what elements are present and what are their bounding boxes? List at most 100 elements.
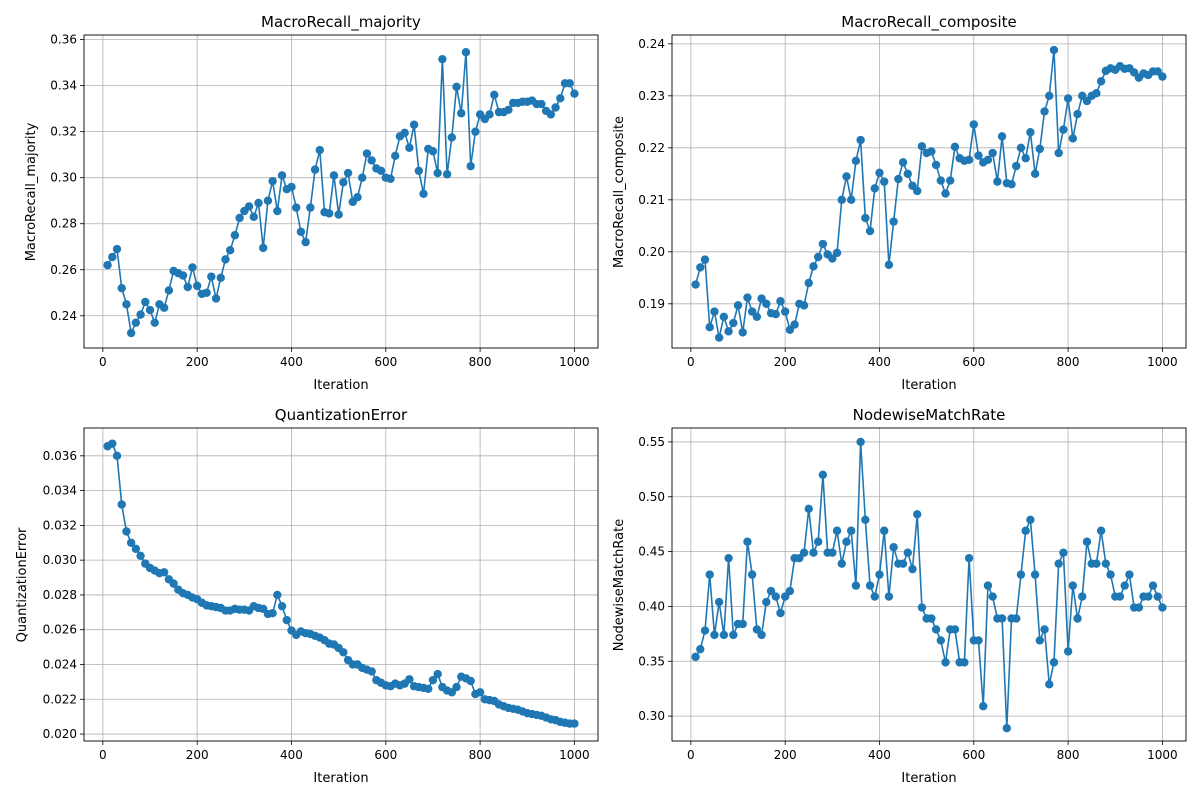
data-point (799, 301, 809, 310)
data-point (729, 318, 738, 328)
data-point (795, 553, 804, 563)
data-point (277, 171, 287, 180)
data-point (700, 626, 710, 635)
data-point (898, 158, 908, 167)
data-point (969, 120, 978, 129)
x-tick-label: 800 (469, 355, 492, 369)
data-point (1016, 570, 1026, 579)
data-point (1030, 570, 1040, 579)
data-point (813, 537, 823, 546)
data-point (188, 263, 197, 272)
data-point (1054, 559, 1063, 568)
data-point (889, 543, 898, 552)
data-point (719, 312, 729, 322)
data-point (405, 143, 414, 152)
axes-frame (671, 427, 1187, 742)
data-point (865, 581, 875, 590)
data-point (691, 652, 700, 662)
data-point (1134, 603, 1144, 612)
data-point (1082, 537, 1092, 546)
data-point (776, 608, 785, 618)
data-point (719, 630, 729, 640)
y-tick-label: 0.024 (43, 657, 77, 671)
data-point (169, 579, 178, 588)
data-point (832, 248, 842, 258)
data-point (738, 619, 747, 629)
data-point (570, 89, 579, 98)
x-tick-label: 200 (186, 748, 209, 762)
data-point (546, 110, 556, 119)
data-point (733, 301, 743, 310)
data-point (202, 288, 211, 297)
data-point (747, 570, 757, 579)
chart-macrorecall-majority: 0 200 400 600 800 1000 0.24 0.26 0.28 0.30 0.32 0.3… (24, 13, 599, 393)
chart-nodewise-match-rate: 0 200 400 600 800 1000 0.30 0.35 0.40 0.45 0.50 0.5… (612, 406, 1187, 786)
data-point (230, 231, 240, 240)
y-tick-label: 0.19 (638, 297, 665, 311)
data-point (409, 120, 419, 129)
data-point (889, 217, 898, 226)
x-tick-label: 600 (374, 748, 397, 762)
data-point (762, 299, 771, 309)
data-point (861, 213, 870, 223)
data-point (743, 293, 752, 302)
data-point (870, 184, 879, 193)
data-point (917, 603, 927, 612)
data-point (112, 451, 122, 461)
data-point (880, 177, 889, 186)
plot-area: 0 200 400 600 800 1000 0.020 0.022 0.024 0.026 0.0… (43, 427, 599, 762)
data-point (108, 439, 117, 448)
data-point (159, 303, 169, 312)
data-point (1059, 125, 1068, 134)
y-tick-label: 0.028 (43, 588, 77, 602)
data-point (856, 437, 865, 447)
data-point (117, 283, 126, 293)
y-tick-label: 0.36 (50, 33, 77, 47)
chart-title: NodewiseMatchRate (853, 406, 1006, 424)
data-point (537, 99, 546, 109)
data-point (898, 559, 908, 568)
data-point (828, 254, 837, 263)
data-point (301, 237, 310, 247)
data-point (471, 127, 480, 136)
data-point (903, 169, 912, 179)
data-point (1073, 614, 1082, 623)
data-point (913, 510, 922, 519)
y-axis-label: MacroRecall_composite (612, 116, 627, 268)
data-point (818, 470, 828, 480)
data-point (376, 166, 386, 175)
data-point (790, 320, 799, 329)
data-point (696, 263, 705, 272)
data-point (438, 54, 447, 64)
x-tick-label: 400 (280, 355, 303, 369)
data-point (875, 168, 884, 177)
data-point (306, 203, 315, 212)
data-point (433, 168, 442, 178)
data-point (700, 255, 710, 264)
data-point (452, 682, 461, 692)
y-axis-label: QuantizationError (15, 527, 30, 642)
data-point (950, 625, 960, 634)
data-point (941, 189, 950, 198)
y-tick-label: 0.30 (638, 709, 665, 723)
data-point (880, 526, 889, 535)
data-point (997, 614, 1007, 623)
data-point (1120, 581, 1129, 590)
data-point (287, 182, 296, 192)
data-point (258, 243, 268, 253)
data-point (799, 548, 809, 557)
data-point (946, 176, 955, 185)
data-point (442, 170, 452, 179)
data-point (329, 171, 339, 180)
data-point (273, 590, 282, 600)
x-tick-label: 800 (469, 748, 492, 762)
data-point (1073, 109, 1082, 119)
data-point (433, 669, 442, 679)
data-point (809, 262, 818, 271)
data-point (1021, 154, 1030, 163)
data-point (1158, 72, 1167, 81)
data-point (447, 133, 457, 142)
data-point (141, 297, 150, 307)
data-point (268, 608, 277, 618)
